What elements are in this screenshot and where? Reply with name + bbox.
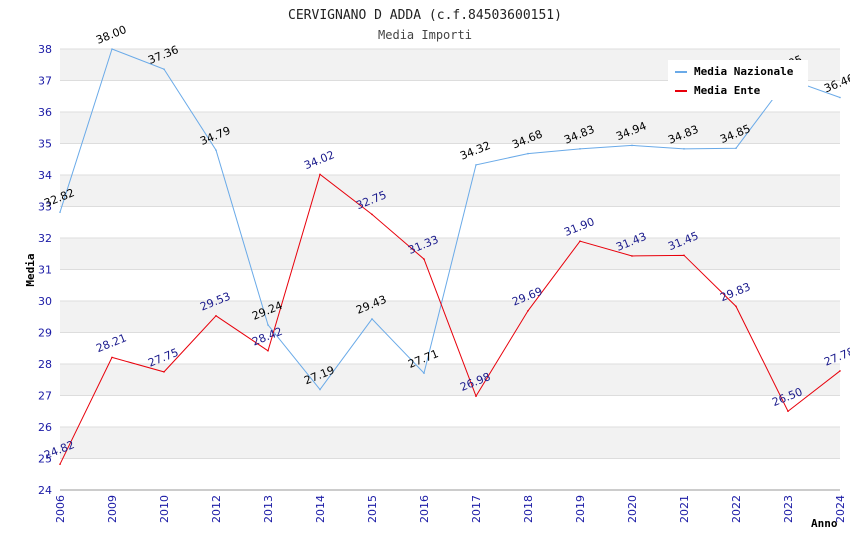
y-tick-label: 38 <box>38 43 52 56</box>
x-tick-label: 2006 <box>54 495 67 523</box>
data-point <box>319 388 321 391</box>
data-point <box>683 148 685 150</box>
y-tick-label: 30 <box>38 295 52 308</box>
grid-band <box>60 206 840 238</box>
x-tick-label: 2017 <box>470 495 483 523</box>
series-line-media-ente <box>59 173 841 465</box>
data-point <box>579 240 581 242</box>
data-point <box>475 164 477 166</box>
data-point <box>839 370 841 372</box>
grid-band <box>60 269 840 301</box>
data-point <box>267 324 269 326</box>
data-point <box>215 149 217 151</box>
grid-band <box>60 427 840 459</box>
x-tick-label: 2023 <box>782 495 795 523</box>
data-point <box>527 152 529 155</box>
grid-band <box>60 364 840 396</box>
data-point <box>787 410 789 413</box>
x-tick-label: 2009 <box>106 495 119 523</box>
grid-band <box>60 112 840 144</box>
data-point <box>423 372 425 374</box>
data-point <box>475 395 477 397</box>
legend-item: Media Ente <box>694 84 761 97</box>
x-tick-label: 2018 <box>522 495 535 523</box>
y-tick-label: 28 <box>38 358 52 371</box>
y-tick-label: 36 <box>38 106 52 119</box>
y-tick-label: 31 <box>38 264 52 277</box>
data-point <box>267 349 269 352</box>
grid-band <box>60 332 840 364</box>
y-tick-label: 25 <box>38 453 52 466</box>
data-point <box>579 148 581 150</box>
y-tick-label: 37 <box>38 75 52 88</box>
chart-subtitle: Media Importi <box>378 28 472 42</box>
grid-band <box>60 458 840 490</box>
y-tick-label: 35 <box>38 138 52 151</box>
data-point <box>371 213 373 216</box>
y-tick-label: 32 <box>38 232 52 245</box>
data-point <box>683 254 685 257</box>
legend: Media Nazionale Media Ente <box>668 60 808 100</box>
data-point <box>631 255 633 257</box>
x-tick-label: 2010 <box>158 495 171 523</box>
y-tick-label: 27 <box>38 390 52 403</box>
data-point <box>839 96 841 99</box>
data-point <box>215 315 217 317</box>
data-point <box>319 173 321 176</box>
x-axis-label: Anno <box>811 517 838 530</box>
x-tick-label: 2021 <box>678 495 691 523</box>
x-tick-label: 2019 <box>574 495 587 523</box>
grid-band <box>60 175 840 207</box>
data-point <box>111 356 113 359</box>
y-tick-label: 33 <box>38 201 52 214</box>
series-line-media-nazionale <box>59 48 841 391</box>
data-point <box>735 305 737 308</box>
data-point <box>371 318 373 320</box>
x-tick-label: 2024 <box>834 495 847 523</box>
chart-title: CERVIGNANO D ADDA (c.f.84503600151) <box>288 8 562 23</box>
data-point <box>59 211 61 213</box>
x-tick-label: 2012 <box>210 495 223 523</box>
data-point <box>59 463 61 465</box>
x-tick-label: 2014 <box>314 495 327 523</box>
grid-band <box>60 238 840 270</box>
x-axis: 2006 2009 2010 2012 2013 2014 2015 2016 2017 2018… <box>54 495 847 523</box>
x-tick-label: 2020 <box>626 495 639 523</box>
series-group <box>59 48 841 465</box>
data-point <box>163 371 165 373</box>
data-point <box>111 48 113 50</box>
y-tick-label: 26 <box>38 421 52 434</box>
y-tick-label: 34 <box>38 169 52 182</box>
legend-box <box>668 60 808 100</box>
data-point <box>735 147 737 150</box>
data-point <box>163 68 165 70</box>
data-point <box>631 144 633 147</box>
grid-band <box>60 395 840 427</box>
y-tick-label: 24 <box>38 484 52 497</box>
x-tick-label: 2015 <box>366 495 379 523</box>
y-axis-label: Media <box>24 253 37 286</box>
data-point <box>423 258 425 260</box>
legend-item: Media Nazionale <box>694 65 794 78</box>
y-tick-label: 29 <box>38 327 52 340</box>
data-label: 38.00 <box>94 23 128 47</box>
x-tick-label: 2016 <box>418 495 431 523</box>
plot-background <box>60 48 840 491</box>
x-tick-label: 2022 <box>730 495 743 523</box>
data-point <box>527 309 529 312</box>
x-tick-label: 2013 <box>262 495 275 523</box>
y-axis: 24 25 26 27 28 29 30 31 32 33 34 35 36 37 38 <box>38 43 52 497</box>
